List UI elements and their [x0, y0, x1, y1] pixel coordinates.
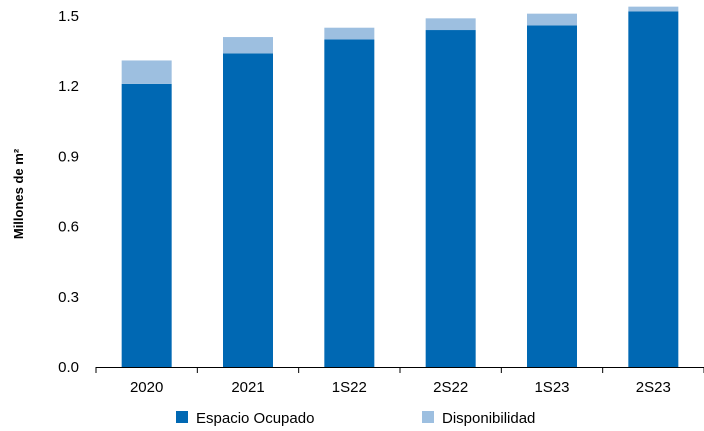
x-tick-label: 1S23 — [534, 379, 569, 396]
y-tick-label: 0.3 — [58, 289, 79, 306]
bar-disponibilidad-1s22 — [324, 27, 375, 40]
bars — [121, 6, 679, 368]
y-tick-label: 1.5 — [58, 8, 79, 25]
legend-swatch-disponibilidad — [422, 411, 434, 423]
x-tick-label: 2S23 — [636, 379, 671, 396]
y-axis-title: Millones de m² — [11, 148, 26, 239]
y-tick-label: 0.6 — [58, 219, 79, 236]
bar-espacio-ocupado-2s22 — [425, 30, 476, 367]
bar-disponibilidad-2s23 — [628, 6, 679, 12]
x-axis: 2020 2021 1S22 2S22 1S23 2S23 — [95, 367, 704, 396]
y-tick-label: 0.0 — [58, 359, 79, 376]
x-tick-label: 2S22 — [433, 379, 468, 396]
x-tick-label: 2021 — [231, 379, 264, 396]
bar-disponibilidad-2021 — [223, 37, 273, 54]
bar-espacio-ocupado-2021 — [223, 53, 273, 367]
legend-label-espacio-ocupado: Espacio Ocupado — [196, 410, 314, 427]
y-tick-label: 1.2 — [58, 78, 79, 95]
y-tick-label: 0.9 — [58, 148, 79, 165]
bar-disponibilidad-2020 — [121, 60, 172, 84]
legend-swatch-espacio-ocupado — [176, 411, 188, 423]
bar-disponibilidad-2s22 — [425, 18, 476, 31]
x-tick-label: 1S22 — [332, 379, 367, 396]
y-axis: 0.0 0.3 0.6 0.9 1.2 1.5 — [58, 8, 79, 376]
bar-espacio-ocupado-1s23 — [527, 25, 577, 368]
x-tick-label: 2020 — [130, 379, 163, 396]
legend: Espacio Ocupado Disponibilidad — [176, 410, 535, 427]
bar-espacio-ocupado-2s23 — [628, 11, 679, 367]
bar-espacio-ocupado-2020 — [121, 83, 172, 368]
bar-espacio-ocupado-1s22 — [324, 39, 375, 368]
legend-label-disponibilidad: Disponibilidad — [442, 410, 535, 427]
bar-disponibilidad-1s23 — [527, 13, 577, 26]
